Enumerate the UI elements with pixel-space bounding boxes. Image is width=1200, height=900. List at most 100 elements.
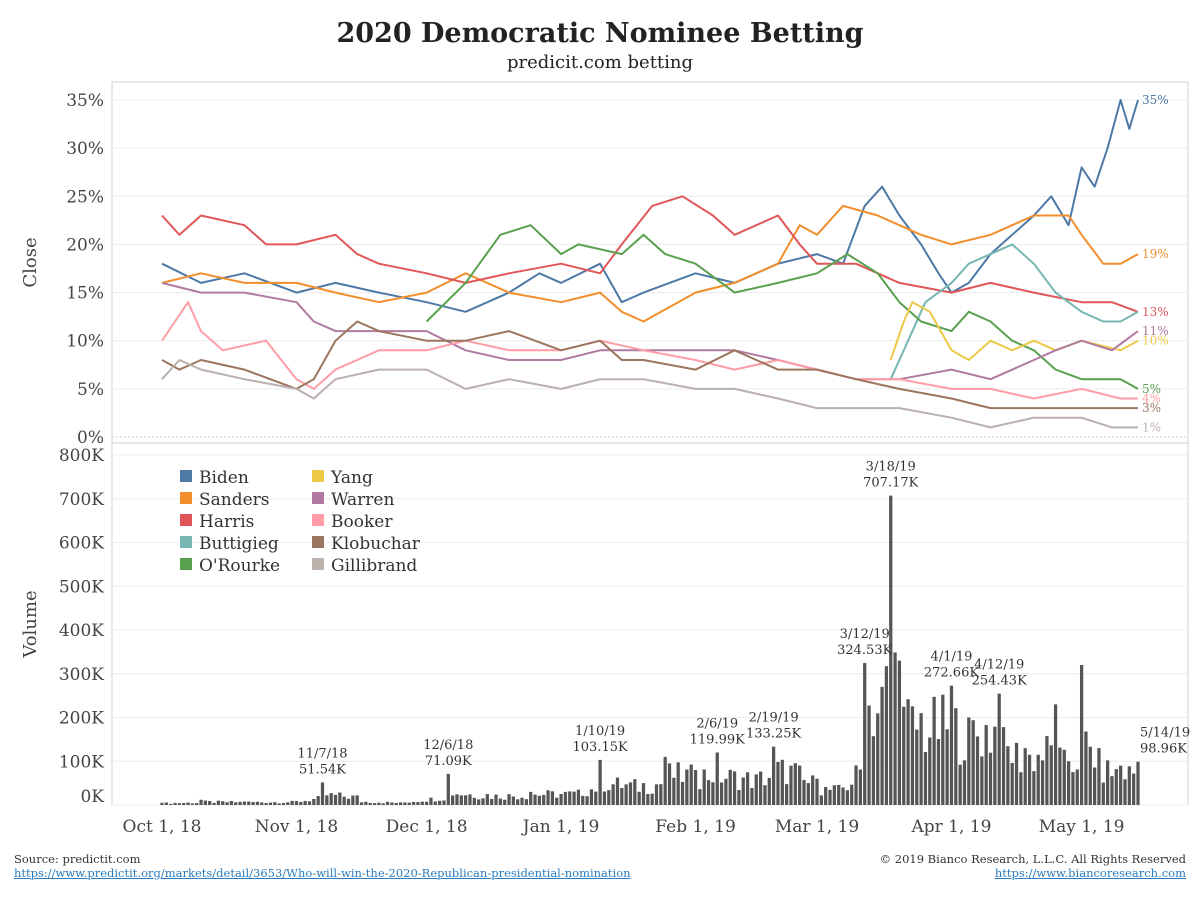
volume-annotation-value: 98.96K	[1140, 742, 1187, 757]
volume-bar	[993, 726, 997, 805]
date-tick-label: Oct 1, 18	[123, 817, 202, 837]
volume-bar	[494, 794, 498, 805]
volume-bar	[459, 795, 463, 805]
volume-bar	[411, 801, 416, 805]
volume-annotation-value: 71.09K	[425, 754, 472, 769]
volume-bar	[980, 756, 984, 805]
volume-bar	[407, 802, 411, 805]
volume-bar	[633, 779, 637, 805]
volume-bar	[889, 495, 893, 805]
volume-bar	[910, 706, 915, 805]
volume-bar	[789, 765, 793, 805]
chart-title: 2020 Democratic Nominee Betting	[336, 18, 864, 49]
volume-bar	[186, 802, 190, 805]
volume-bar	[776, 761, 780, 805]
volume-bar	[563, 791, 568, 805]
volume-bar	[711, 782, 715, 805]
volume-bar	[941, 694, 945, 805]
volume-bar	[628, 782, 633, 805]
volume-bar	[667, 763, 672, 805]
volume-bar	[698, 789, 702, 805]
volume-bar	[255, 801, 260, 805]
volume-bar	[1084, 731, 1088, 805]
volume-bar	[724, 778, 728, 805]
volume-bar	[442, 800, 446, 805]
series-line-gillibrand	[161, 359, 1138, 429]
volume-bar	[268, 802, 273, 805]
volume-bar	[164, 802, 168, 805]
volume-annotation-date: 4/12/19	[974, 658, 1024, 673]
volume-bar	[997, 693, 1001, 805]
volume-bar	[1053, 704, 1058, 805]
source-label: Source: predictit.com	[14, 852, 141, 866]
volume-bar	[516, 799, 520, 805]
volume-bar	[1088, 746, 1092, 805]
volume-annotation-date: 12/6/18	[423, 738, 473, 753]
volume-bar	[177, 803, 181, 805]
volume-bar	[962, 760, 967, 805]
volume-bar	[585, 796, 589, 805]
volume-bar	[1127, 766, 1131, 805]
legend-swatch	[180, 536, 192, 548]
volume-tick-label: 400K	[59, 621, 104, 641]
volume-annotation-date: 11/7/18	[297, 746, 347, 761]
volume-bar	[767, 777, 771, 805]
volume-bar	[602, 791, 607, 805]
volume-bar	[780, 759, 784, 805]
volume-bar	[1040, 760, 1045, 805]
volume-bar	[511, 796, 515, 805]
close-tick-label: 30%	[66, 139, 104, 159]
volume-bar	[754, 774, 758, 805]
volume-bar	[1066, 761, 1071, 805]
volume-bar	[607, 790, 611, 805]
volume-bar	[611, 784, 615, 805]
volume-bar	[1023, 748, 1027, 805]
volume-bar	[455, 794, 459, 805]
volume-bar	[329, 793, 333, 805]
close-tick-label: 35%	[66, 91, 104, 111]
website-link[interactable]: https://www.biancoresearch.com	[994, 866, 1186, 880]
volume-bar	[203, 800, 208, 805]
volume-annotation-value: 103.15K	[573, 740, 628, 755]
volume-tick-label: 600K	[59, 534, 104, 554]
volume-bar	[303, 800, 307, 805]
volume-bar	[923, 752, 928, 805]
volume-bar	[828, 789, 832, 805]
volume-bar	[182, 802, 186, 805]
volume-bar	[1010, 762, 1014, 805]
legend-label: Sanders	[199, 490, 270, 510]
volume-bar	[481, 798, 485, 805]
volume-annotation-value: 133.25K	[746, 727, 801, 742]
date-tick-label: Nov 1, 18	[255, 817, 338, 837]
volume-bar	[884, 666, 889, 805]
volume-bar	[359, 802, 364, 805]
volume-bar	[1036, 754, 1040, 805]
volume-bar	[936, 739, 941, 805]
volume-axis-label: Volume	[20, 590, 41, 658]
volume-bar	[555, 797, 559, 805]
volume-bar	[299, 801, 303, 805]
volume-bar	[533, 794, 537, 805]
volume-bar	[546, 790, 550, 805]
volume-bar	[429, 797, 433, 805]
volume-bar	[581, 795, 585, 805]
volume-bar	[837, 784, 841, 805]
volume-bar	[854, 765, 858, 805]
volume-bar	[1114, 769, 1118, 805]
source-link[interactable]: https://www.predictit.org/markets/detail…	[14, 866, 631, 880]
volume-tick-label: 200K	[59, 709, 104, 729]
series-line-yang	[889, 301, 1139, 361]
close-tick-label: 25%	[66, 187, 104, 207]
volume-bar	[290, 800, 294, 805]
volume-bar	[763, 785, 767, 805]
volume-bar	[1110, 776, 1114, 805]
volume-bar	[689, 764, 693, 805]
volume-bar	[446, 773, 450, 805]
volume-bar	[169, 803, 173, 805]
volume-bar	[615, 777, 620, 805]
volume-bar	[234, 802, 238, 805]
volume-bar	[693, 770, 698, 805]
volume-bar	[706, 780, 711, 805]
volume-bar	[286, 802, 290, 805]
volume-annotation-date: 1/10/19	[575, 724, 625, 739]
